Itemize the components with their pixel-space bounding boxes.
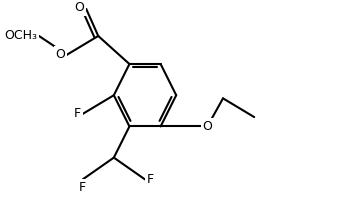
Text: O: O (74, 1, 84, 14)
Text: O: O (202, 120, 212, 133)
Text: O: O (56, 48, 65, 61)
Text: F: F (146, 173, 154, 186)
Text: F: F (74, 108, 81, 120)
Text: OCH₃: OCH₃ (5, 30, 37, 42)
Text: F: F (79, 181, 86, 194)
